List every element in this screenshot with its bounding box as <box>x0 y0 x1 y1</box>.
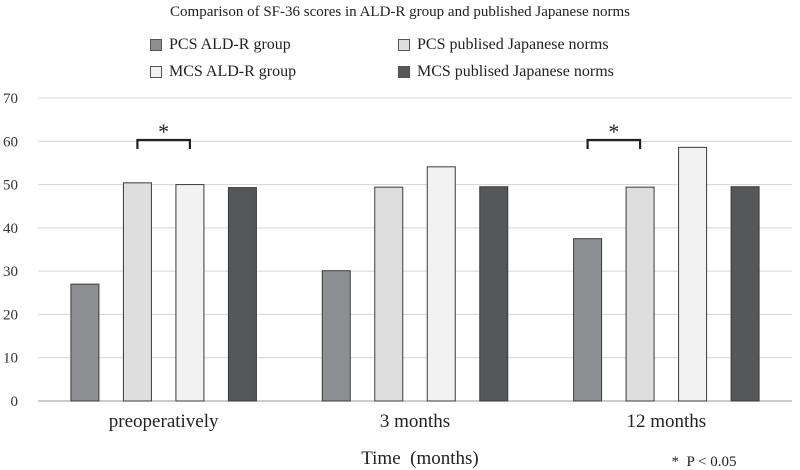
bar-series0-cat2 <box>573 238 603 402</box>
bar-series2-cat0 <box>175 184 205 402</box>
legend-item-pcs-norms: PCS publised Japanese norms <box>398 36 698 54</box>
bar-series0-cat1 <box>321 270 351 402</box>
y-tick-label-50: 50 <box>3 178 18 194</box>
x-category-label-0: preoperatively <box>109 411 219 432</box>
y-tick-label-30: 30 <box>3 264 18 280</box>
y-axis-ticks: 0 10 20 30 40 50 60 70 <box>3 91 18 410</box>
legend-swatch-pcs-ald <box>150 39 162 51</box>
significance-bracket-1 <box>586 138 642 149</box>
x-category-label-1: 3 months <box>380 411 450 432</box>
y-tick-label-40: 40 <box>3 221 18 237</box>
bar-series2-cat1 <box>426 166 456 402</box>
significance-footnote: * P < 0.05 <box>672 454 737 470</box>
bar-series1-cat2 <box>625 186 655 402</box>
legend-item-mcs-ald: MCS ALD-R group <box>150 63 398 81</box>
significance-star-1: * <box>608 119 619 144</box>
legend-label-pcs-norms: PCS publised Japanese norms <box>417 36 609 53</box>
legend-swatch-mcs-ald <box>150 66 162 78</box>
y-tick-label-10: 10 <box>3 351 18 367</box>
x-category-label-2: 12 months <box>626 411 706 432</box>
bar-series1-cat1 <box>374 186 404 402</box>
bar-series3-cat0 <box>227 187 257 402</box>
legend-swatch-mcs-norms <box>398 66 410 78</box>
gridlines <box>38 97 792 402</box>
x-axis-title: Time (months) <box>361 448 479 469</box>
significance-bracket-0 <box>136 138 192 149</box>
significance-star-0: * <box>158 119 169 144</box>
y-tick-label-60: 60 <box>3 134 18 150</box>
bar-series2-cat2 <box>678 146 708 402</box>
y-tick-label-0: 0 <box>11 394 19 410</box>
bar-series0-cat0 <box>70 283 100 402</box>
legend-label-pcs-ald: PCS ALD-R group <box>169 36 291 53</box>
bar-series3-cat1 <box>479 186 509 402</box>
bar-series1-cat0 <box>122 182 152 402</box>
legend-item-mcs-norms: MCS publised Japanese norms <box>398 63 698 81</box>
x-axis-categories: preoperatively 3 months 12 months <box>109 411 706 432</box>
legend-item-pcs-ald: PCS ALD-R group <box>150 36 398 54</box>
bar-series3-cat2 <box>730 186 760 402</box>
significance-markers: * * <box>136 119 642 149</box>
chart-legend: PCS ALD-R group PCS publised Japanese no… <box>150 36 710 81</box>
legend-label-mcs-ald: MCS ALD-R group <box>169 63 297 80</box>
chart-title: Comparison of SF-36 scores in ALD-R grou… <box>170 4 630 20</box>
legend-label-mcs-norms: MCS publised Japanese norms <box>417 63 614 80</box>
y-tick-label-20: 20 <box>3 307 18 323</box>
bars <box>70 146 760 402</box>
legend-swatch-pcs-norms <box>398 39 410 51</box>
y-tick-label-70: 70 <box>3 91 18 107</box>
